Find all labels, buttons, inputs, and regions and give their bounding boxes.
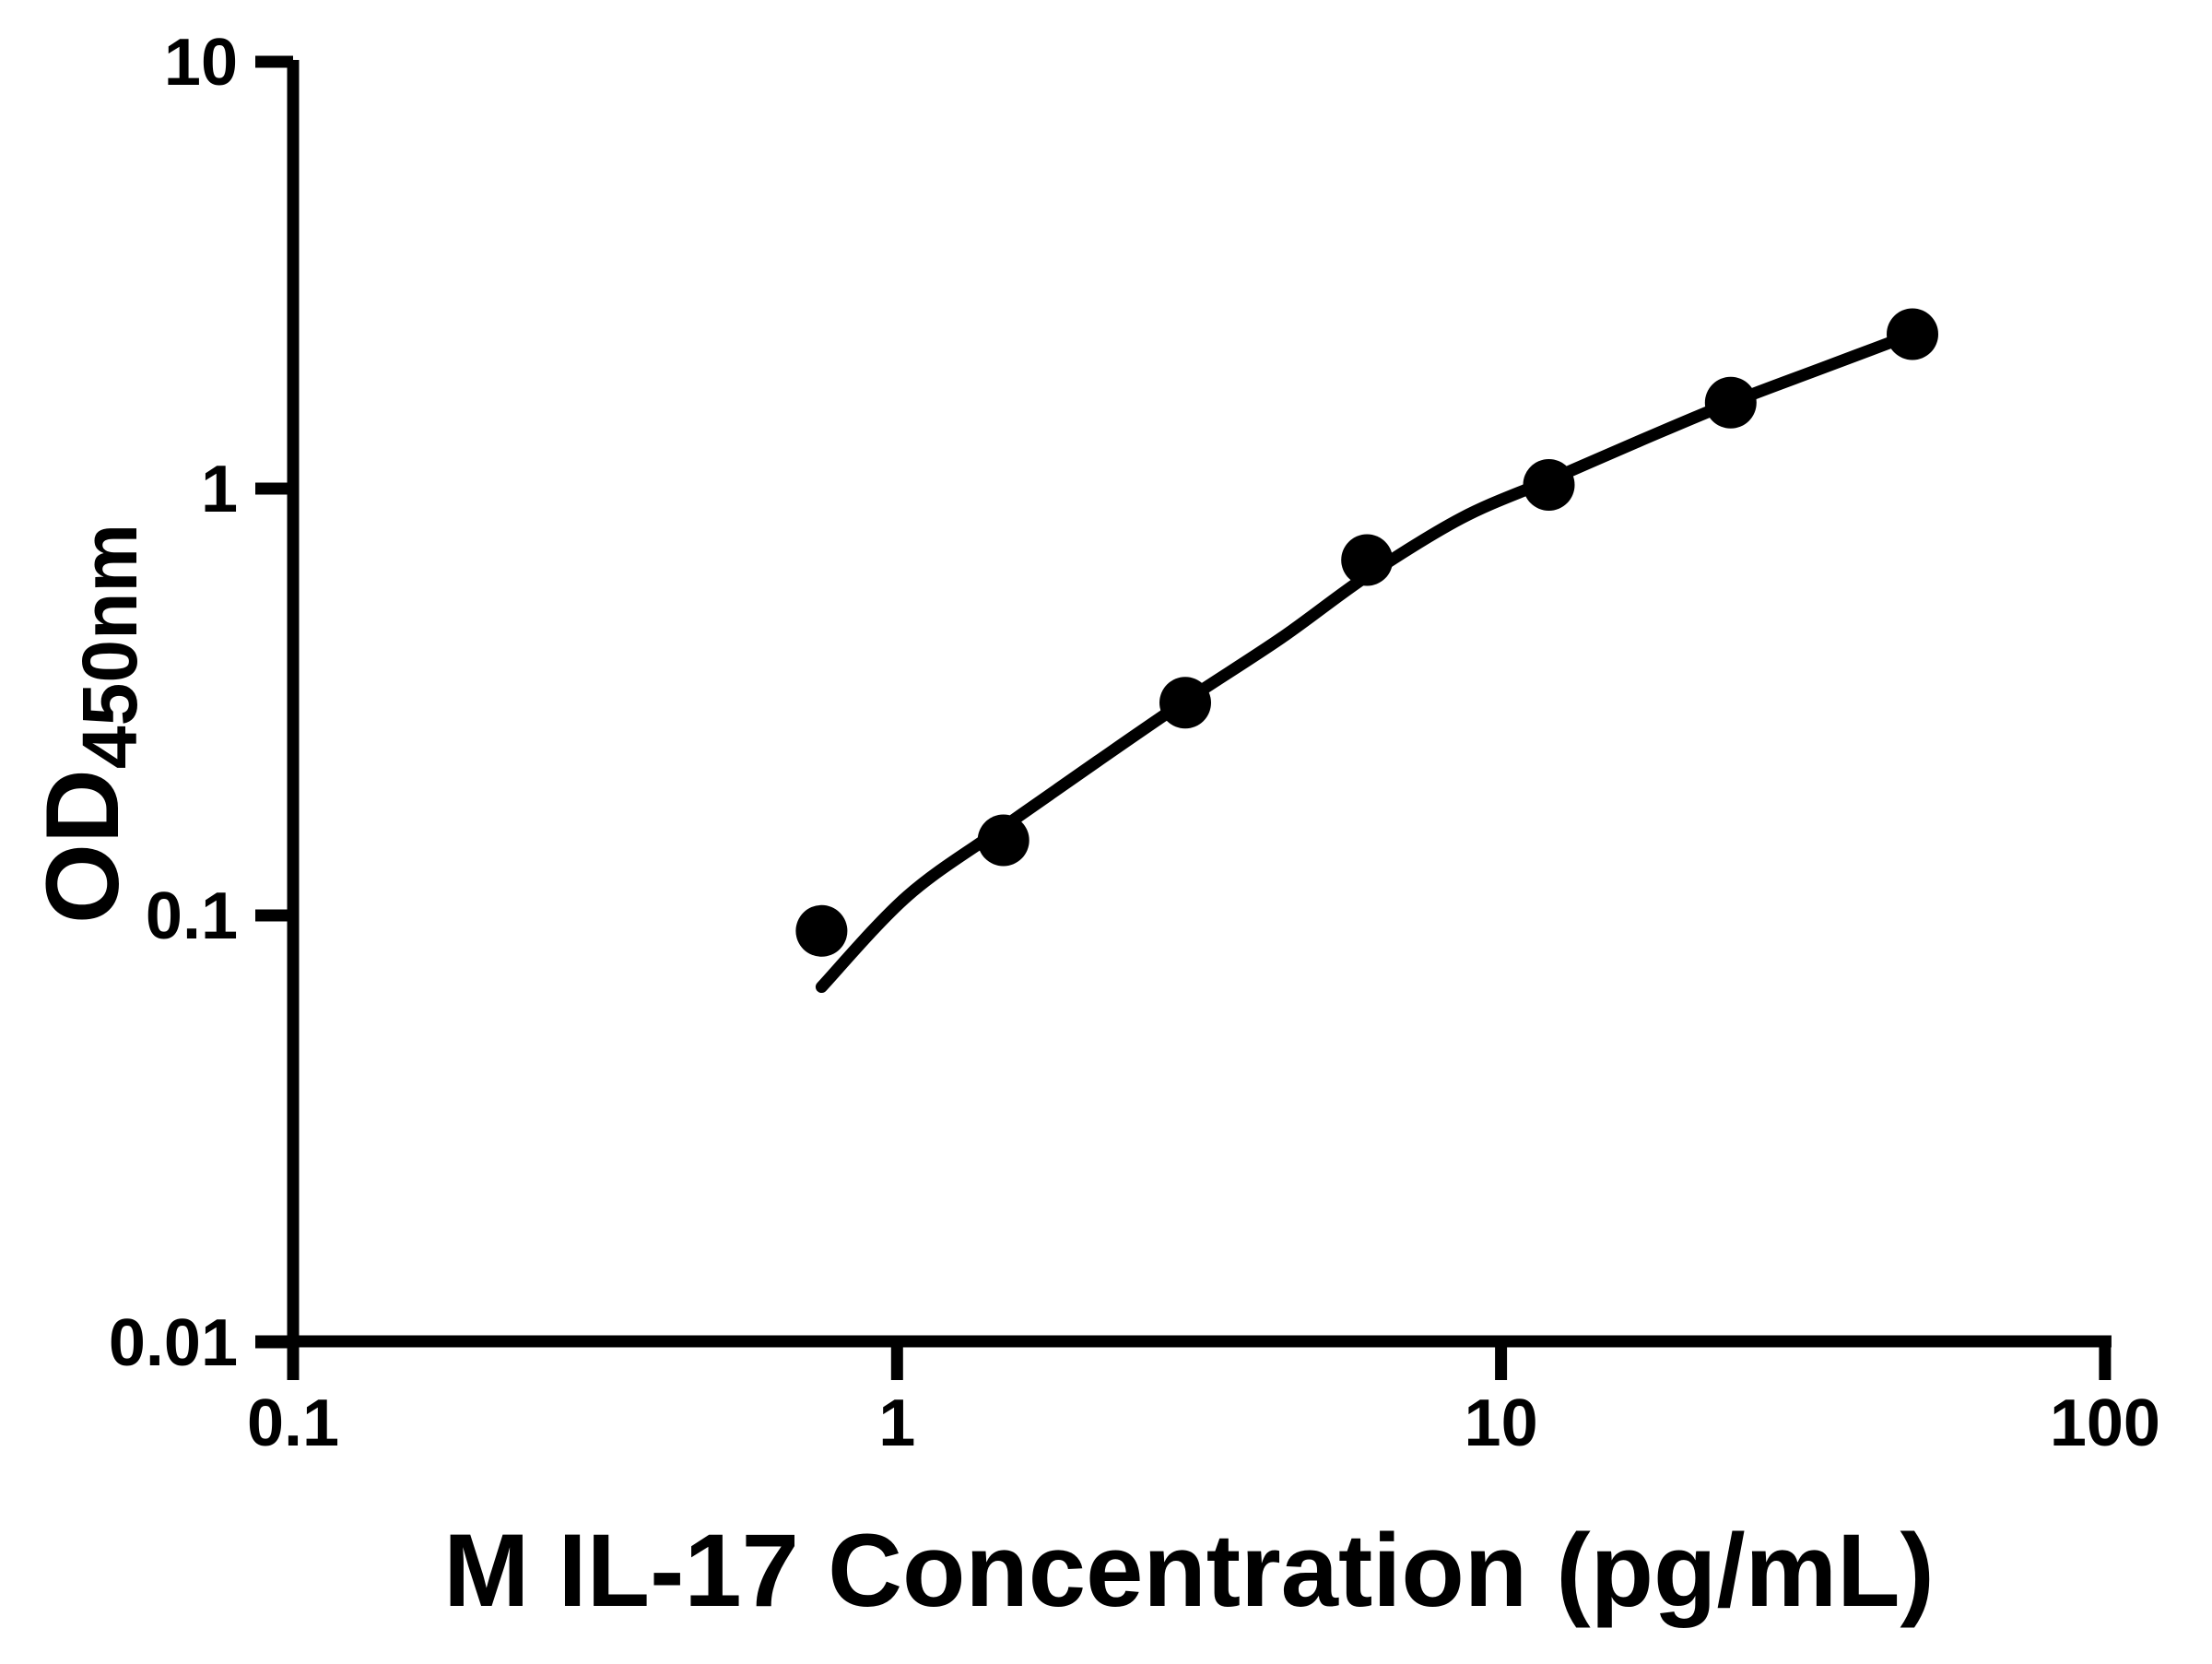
data-points-layer <box>795 308 1938 957</box>
x-axis-title: M IL-17 Concentration (pg/mL) <box>443 1513 1935 1628</box>
data-point <box>1704 376 1757 429</box>
data-point <box>1341 534 1394 586</box>
x-tick-label: 0.1 <box>247 1387 339 1460</box>
y-tick-label: 0.1 <box>146 879 238 953</box>
fit-curve-layer <box>815 328 1919 994</box>
data-point <box>1159 677 1211 729</box>
y-axis-title-main: OD <box>25 769 140 924</box>
y-axis-title-subscript: 450nm <box>66 524 153 769</box>
y-tick-label: 1 <box>201 453 238 526</box>
data-point <box>977 814 1030 867</box>
y-tick-label: 0.01 <box>109 1306 238 1380</box>
y-axis-title: OD450nm <box>25 524 153 924</box>
data-point <box>795 904 848 957</box>
data-point <box>1523 459 1575 511</box>
x-tick-label: 10 <box>1465 1387 1538 1460</box>
x-tick-label: 100 <box>2050 1387 2160 1460</box>
y-tick-label: 10 <box>164 26 238 100</box>
fit-curve <box>815 328 1919 994</box>
data-point <box>1887 308 1938 360</box>
x-tick-label: 1 <box>878 1387 915 1460</box>
